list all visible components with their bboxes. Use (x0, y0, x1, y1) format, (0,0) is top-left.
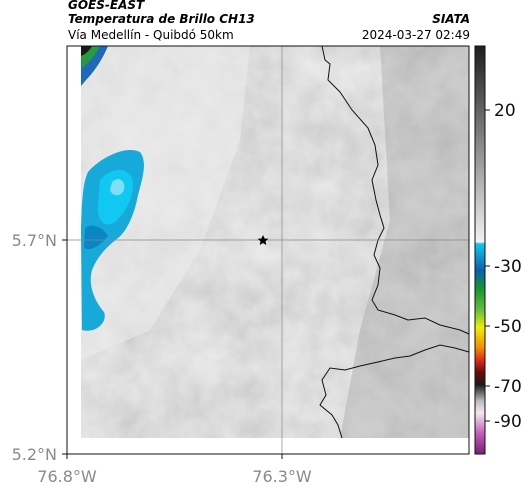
location-label: Vía Medellín - Quibdó 50km (68, 28, 234, 42)
colorbar-tick-label: -30 (494, 257, 522, 277)
lon-tick-label: 76.8°W (37, 467, 97, 486)
timestamp-label: 2024-03-27 02:49 (361, 28, 470, 42)
lon-tick-label: 76.3°W (252, 467, 312, 486)
brightness-temperature-field (81, 46, 469, 438)
axis-ticks (62, 239, 283, 459)
coastline (319, 45, 470, 439)
colorbar-tick-label: 20 (494, 101, 516, 121)
map-border (66, 45, 470, 455)
product-subtitle: Temperatura de Brillo CH13 (68, 12, 255, 26)
colorbar-tick-label: -50 (494, 317, 522, 337)
star-marker (257, 235, 269, 245)
colorbar-tick-label: -90 (494, 412, 522, 432)
product-title: GOES-EAST (68, 0, 145, 12)
gridlines (67, 46, 469, 454)
brand-label: SIATA (432, 12, 470, 26)
colorbar-tick-label: -70 (494, 377, 522, 397)
lat-tick-label: 5.2°N (12, 445, 57, 464)
lat-tick-label: 5.7°N (12, 231, 57, 250)
colorbar: 20 -30 -50 -70 -90 (474, 45, 522, 455)
